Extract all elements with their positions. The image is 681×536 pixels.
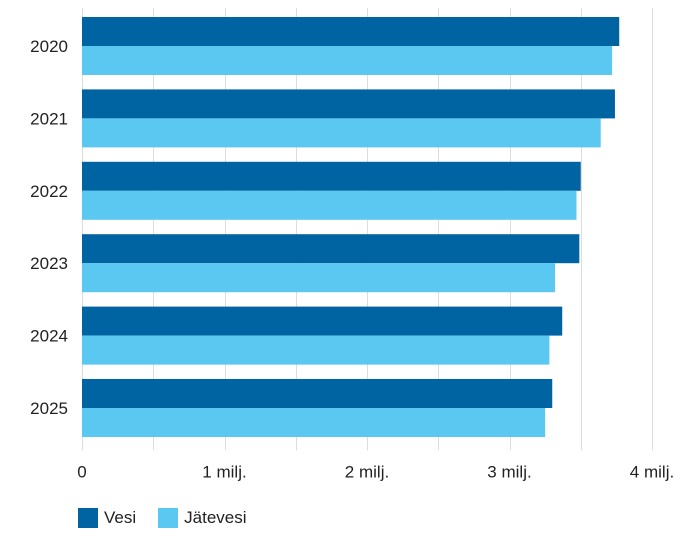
legend-swatch-series-1 bbox=[78, 508, 98, 528]
bar-series-1-2024[interactable] bbox=[82, 306, 563, 336]
x-tick-label: 1 milj. bbox=[202, 462, 246, 481]
category-label: 2023 bbox=[30, 254, 68, 273]
bar-series-2-2023[interactable] bbox=[82, 263, 556, 293]
x-tick-label: 0 bbox=[77, 462, 86, 481]
bar-series-1-2022[interactable] bbox=[82, 161, 581, 191]
legend-item-series-1[interactable]: Vesi bbox=[78, 508, 136, 528]
legend: Vesi Jätevesi bbox=[78, 508, 247, 528]
legend-label-series-1: Vesi bbox=[104, 508, 137, 527]
legend-item-series-2[interactable]: Jätevesi bbox=[158, 508, 247, 528]
bars-layer bbox=[82, 17, 620, 437]
bar-series-1-2023[interactable] bbox=[82, 234, 580, 264]
category-label: 2020 bbox=[30, 37, 68, 56]
legend-swatch-series-2 bbox=[158, 508, 179, 528]
x-tick-label: 4 milj. bbox=[630, 462, 674, 481]
legend-label-series-2: Jätevesi bbox=[184, 508, 247, 527]
x-axis-tick-labels: 0 1 milj. 2 milj. 3 milj. 4 milj. bbox=[77, 462, 674, 481]
bar-series-1-2020[interactable] bbox=[82, 17, 620, 46]
bar-chart: 2020 2021 2022 2023 2024 2025 0 1 milj. 2 milj.… bbox=[30, 8, 674, 481]
category-labels: 2020 2021 2022 2023 2024 2025 bbox=[30, 37, 68, 418]
category-label: 2022 bbox=[30, 182, 68, 201]
bar-series-1-2021[interactable] bbox=[82, 89, 615, 119]
bar-series-2-2022[interactable] bbox=[82, 190, 577, 220]
bar-series-2-2025[interactable] bbox=[82, 408, 546, 437]
grid-layer bbox=[82, 8, 653, 451]
bar-series-2-2020[interactable] bbox=[82, 46, 613, 75]
bar-series-2-2024[interactable] bbox=[82, 335, 550, 365]
bar-series-1-2025[interactable] bbox=[82, 379, 553, 408]
category-label: 2021 bbox=[30, 109, 68, 128]
x-tick-label: 3 milj. bbox=[487, 462, 531, 481]
x-tick-label: 2 milj. bbox=[345, 462, 389, 481]
category-label: 2025 bbox=[30, 399, 68, 418]
category-label: 2024 bbox=[30, 327, 68, 346]
bar-series-2-2021[interactable] bbox=[82, 118, 601, 148]
